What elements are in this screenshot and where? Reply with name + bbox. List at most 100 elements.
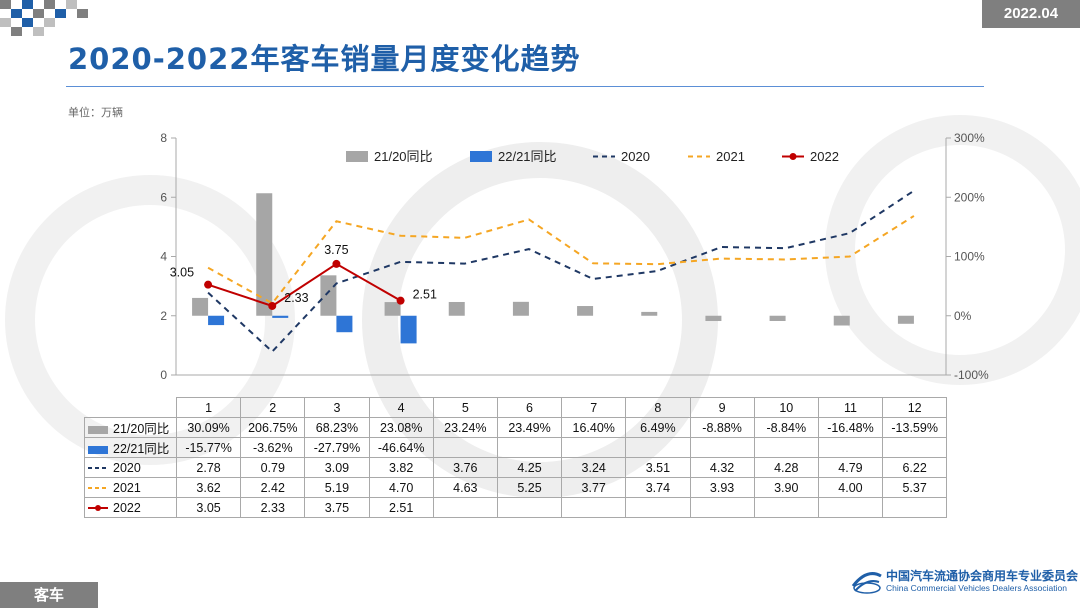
table-value-cell: 6.22 [882,457,948,478]
bar-21-20 [256,193,273,316]
table-value-cell: 3.05 [175,497,242,518]
table-series-name: 2020 [113,460,141,475]
table-value-cell [625,497,691,518]
line-series [204,189,915,354]
category-tag: 客车 [0,582,98,608]
table-category-cell: 8 [625,397,691,418]
date-badge: 2022.04 [982,0,1080,28]
data-labels: 3.05 2.33 3.75 2.51 [170,243,437,305]
table-category-cell: 10 [753,397,819,418]
table-value-cell: -15.77% [175,437,242,458]
data-label-2022: 3.75 [324,243,348,257]
right-axis-tick-label: 100% [954,250,985,264]
table-category-cell: 12 [882,397,948,418]
table-value-cell [882,497,948,518]
point-2022 [204,280,213,289]
table-value-cell [625,437,691,458]
unit-label: 单位：万辆 [68,106,123,119]
table-value-cell: 3.74 [625,477,691,498]
table-series-label-cell: 22/21同比 [84,437,177,458]
table-row: 22/21同比 -15.77% -3.62% -27.79% -46.64% [84,437,948,458]
table-value-cell: 3.90 [753,477,819,498]
table-row: 2022 3.05 2.33 3.75 2.51 [84,497,948,518]
table-category-cell: 2 [240,397,306,418]
left-axis-ticks: 0 2 4 6 8 [160,131,176,382]
table-series-name: 22/21同比 [113,442,170,456]
table-series-label-cell: 2021 [84,477,177,498]
series-key-swatch [88,445,108,454]
footer-org-cn: 中国汽车流通协会商用车专业委员会 [886,569,1079,583]
right-axis-tick-label: 200% [954,190,985,204]
bar-21-20 [897,315,914,324]
table-value-cell: 23.08% [368,417,434,438]
table-value-cell: 2.78 [175,457,242,478]
chart: 0 2 4 6 8 -100% 0% 100% 200% 300% 3.05 2.33 3.75 2.… [160,131,989,382]
point-2022 [268,301,277,310]
table-value-cell: 5.37 [882,477,948,498]
legend: 21/20同比 22/21同比 2020 2021 2022 [346,149,839,164]
table-series-name: 2021 [113,480,141,495]
table-value-cell: 3.77 [561,477,627,498]
bar-22-21 [272,315,289,318]
table-value-cell: 2.42 [240,477,306,498]
table-value-cell: 3.09 [304,457,370,478]
bar-21-20 [641,311,658,316]
legend-label-2021: 2021 [716,149,745,164]
corner-pattern [0,0,88,36]
right-axis-tick-label: 300% [954,131,985,145]
table-value-cell: 4.32 [689,457,755,478]
corner-squares [0,0,88,36]
bar-21-20 [833,315,850,326]
series-key-icon [88,487,108,490]
table-value-cell: 3.82 [368,457,434,478]
bar-22-21 [400,315,417,344]
table-value-cell: 4.00 [817,477,884,498]
legend-label-2022: 2022 [810,149,839,164]
table-category-cell: 3 [304,397,370,418]
table-value-cell: -27.79% [304,437,370,458]
footer-org-en: China Commercial Vehicles Dealers Associ… [886,583,1067,593]
table-value-cell: 206.75% [240,417,306,438]
table-value-cell: 16.40% [561,417,627,438]
table-category-cell: 1 [175,397,242,418]
table-value-cell [689,437,755,458]
table-value-cell: 4.25 [496,457,563,478]
data-label-2022: 2.51 [413,288,437,302]
series-key-icon [88,467,108,470]
table-category-cell: 9 [689,397,755,418]
table-category-cell: 6 [496,397,563,418]
table-value-cell: 4.28 [753,457,819,478]
table-value-cell [882,437,948,458]
point-2022 [396,296,405,305]
bar-21-20 [192,297,209,316]
legend-swatch-22-21 [470,151,492,162]
line-2022 [207,262,402,308]
left-axis-tick-label: 8 [160,131,167,145]
table-corner-cell [84,397,177,418]
table-value-cell [496,437,563,458]
legend-swatch-21-20 [346,151,368,162]
table-value-cell: 4.70 [368,477,434,498]
legend-label-22-21: 22/21同比 [498,149,557,164]
table-value-cell [817,497,884,518]
table-value-cell: 2.51 [368,497,434,518]
bar-22-21 [336,315,353,333]
page-title: 2020-2022年客车销量月度变化趋势 [68,42,581,76]
legend-label-2020: 2020 [621,149,650,164]
right-axis-tick-label: -100% [954,368,989,382]
series-key-icon [88,505,108,512]
table-value-cell: 5.25 [496,477,563,498]
data-label-2022: 2.33 [284,291,308,305]
table-row: 21/20同比 30.09% 206.75% 68.23% 23.08% 23.24% 23… [84,417,948,438]
right-axis-ticks: -100% 0% 100% 200% 300% [946,131,989,382]
series-key-icon [88,425,108,434]
left-axis-tick-label: 6 [160,190,167,204]
table-category-cell: 11 [817,397,884,418]
series-key-marker [95,505,101,512]
series-key-swatch [88,425,108,434]
right-axis-tick-label: 0% [954,309,972,323]
table-value-cell: 3.51 [625,457,691,478]
bar-21-20 [512,301,529,316]
table-category-cell: 7 [561,397,627,418]
table-value-cell [432,497,498,518]
